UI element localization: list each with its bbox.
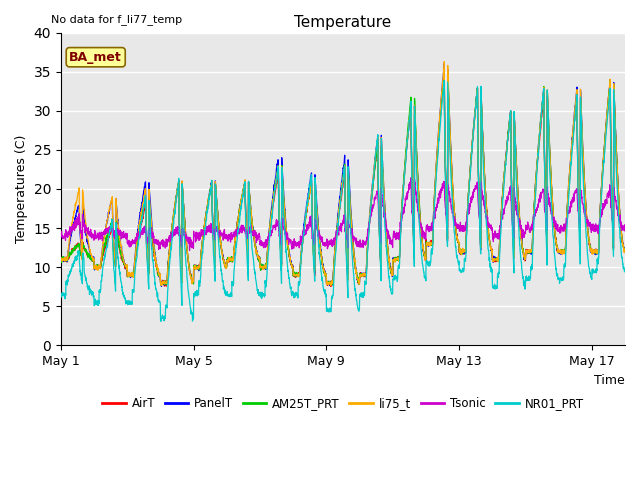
Title: Temperature: Temperature [294,15,392,30]
Text: No data for f_li77_temp: No data for f_li77_temp [51,14,182,25]
Text: BA_met: BA_met [69,51,122,64]
Legend: AirT, PanelT, AM25T_PRT, li75_t, Tsonic, NR01_PRT: AirT, PanelT, AM25T_PRT, li75_t, Tsonic,… [97,392,589,414]
Y-axis label: Temperatures (C): Temperatures (C) [15,135,28,243]
X-axis label: Time: Time [595,374,625,387]
